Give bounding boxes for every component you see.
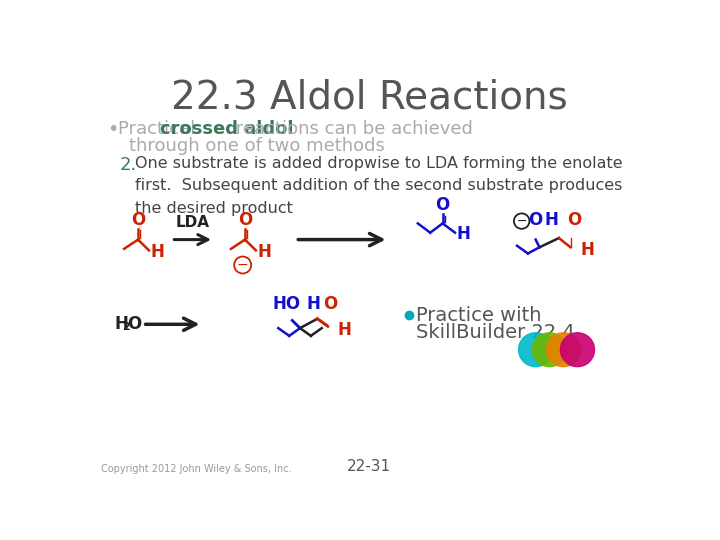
Text: O: O xyxy=(436,196,450,214)
Text: Practice with: Practice with xyxy=(415,306,541,325)
Text: H: H xyxy=(150,243,164,261)
Text: Copyright 2012 John Wiley & Sons, Inc.: Copyright 2012 John Wiley & Sons, Inc. xyxy=(101,464,292,475)
Text: through one of two methods: through one of two methods xyxy=(129,137,384,155)
Text: O: O xyxy=(238,211,252,229)
Text: O: O xyxy=(131,211,145,229)
Text: HO: HO xyxy=(272,295,300,313)
Text: LDA: LDA xyxy=(175,215,210,231)
Text: −: − xyxy=(237,258,248,272)
Text: H: H xyxy=(337,321,351,340)
Text: H: H xyxy=(114,315,129,333)
Text: 2: 2 xyxy=(122,322,130,332)
Text: H: H xyxy=(580,241,595,259)
Circle shape xyxy=(546,333,580,367)
Text: crossed aldol: crossed aldol xyxy=(160,120,293,138)
Text: O: O xyxy=(127,315,141,333)
Circle shape xyxy=(560,333,595,367)
Text: H: H xyxy=(544,211,558,229)
Text: 22.3 Aldol Reactions: 22.3 Aldol Reactions xyxy=(171,79,567,117)
Text: O: O xyxy=(528,211,543,229)
Circle shape xyxy=(533,333,567,367)
Circle shape xyxy=(518,333,553,367)
Text: 2.: 2. xyxy=(120,156,137,174)
Text: One substrate is added dropwise to LDA forming the enolate
first.  Subsequent ad: One substrate is added dropwise to LDA f… xyxy=(135,156,623,216)
Text: H: H xyxy=(456,225,470,243)
Text: H: H xyxy=(306,295,320,313)
Text: O: O xyxy=(567,211,582,229)
Text: −: − xyxy=(516,214,527,228)
Text: SkillBuilder 22.4: SkillBuilder 22.4 xyxy=(415,323,575,342)
Text: •: • xyxy=(107,120,118,139)
Text: O: O xyxy=(323,295,338,313)
Text: H: H xyxy=(258,243,271,261)
Text: 22-31: 22-31 xyxy=(347,460,391,475)
Text: reactions can be achieved: reactions can be achieved xyxy=(230,120,472,138)
Text: Practical: Practical xyxy=(118,120,201,138)
